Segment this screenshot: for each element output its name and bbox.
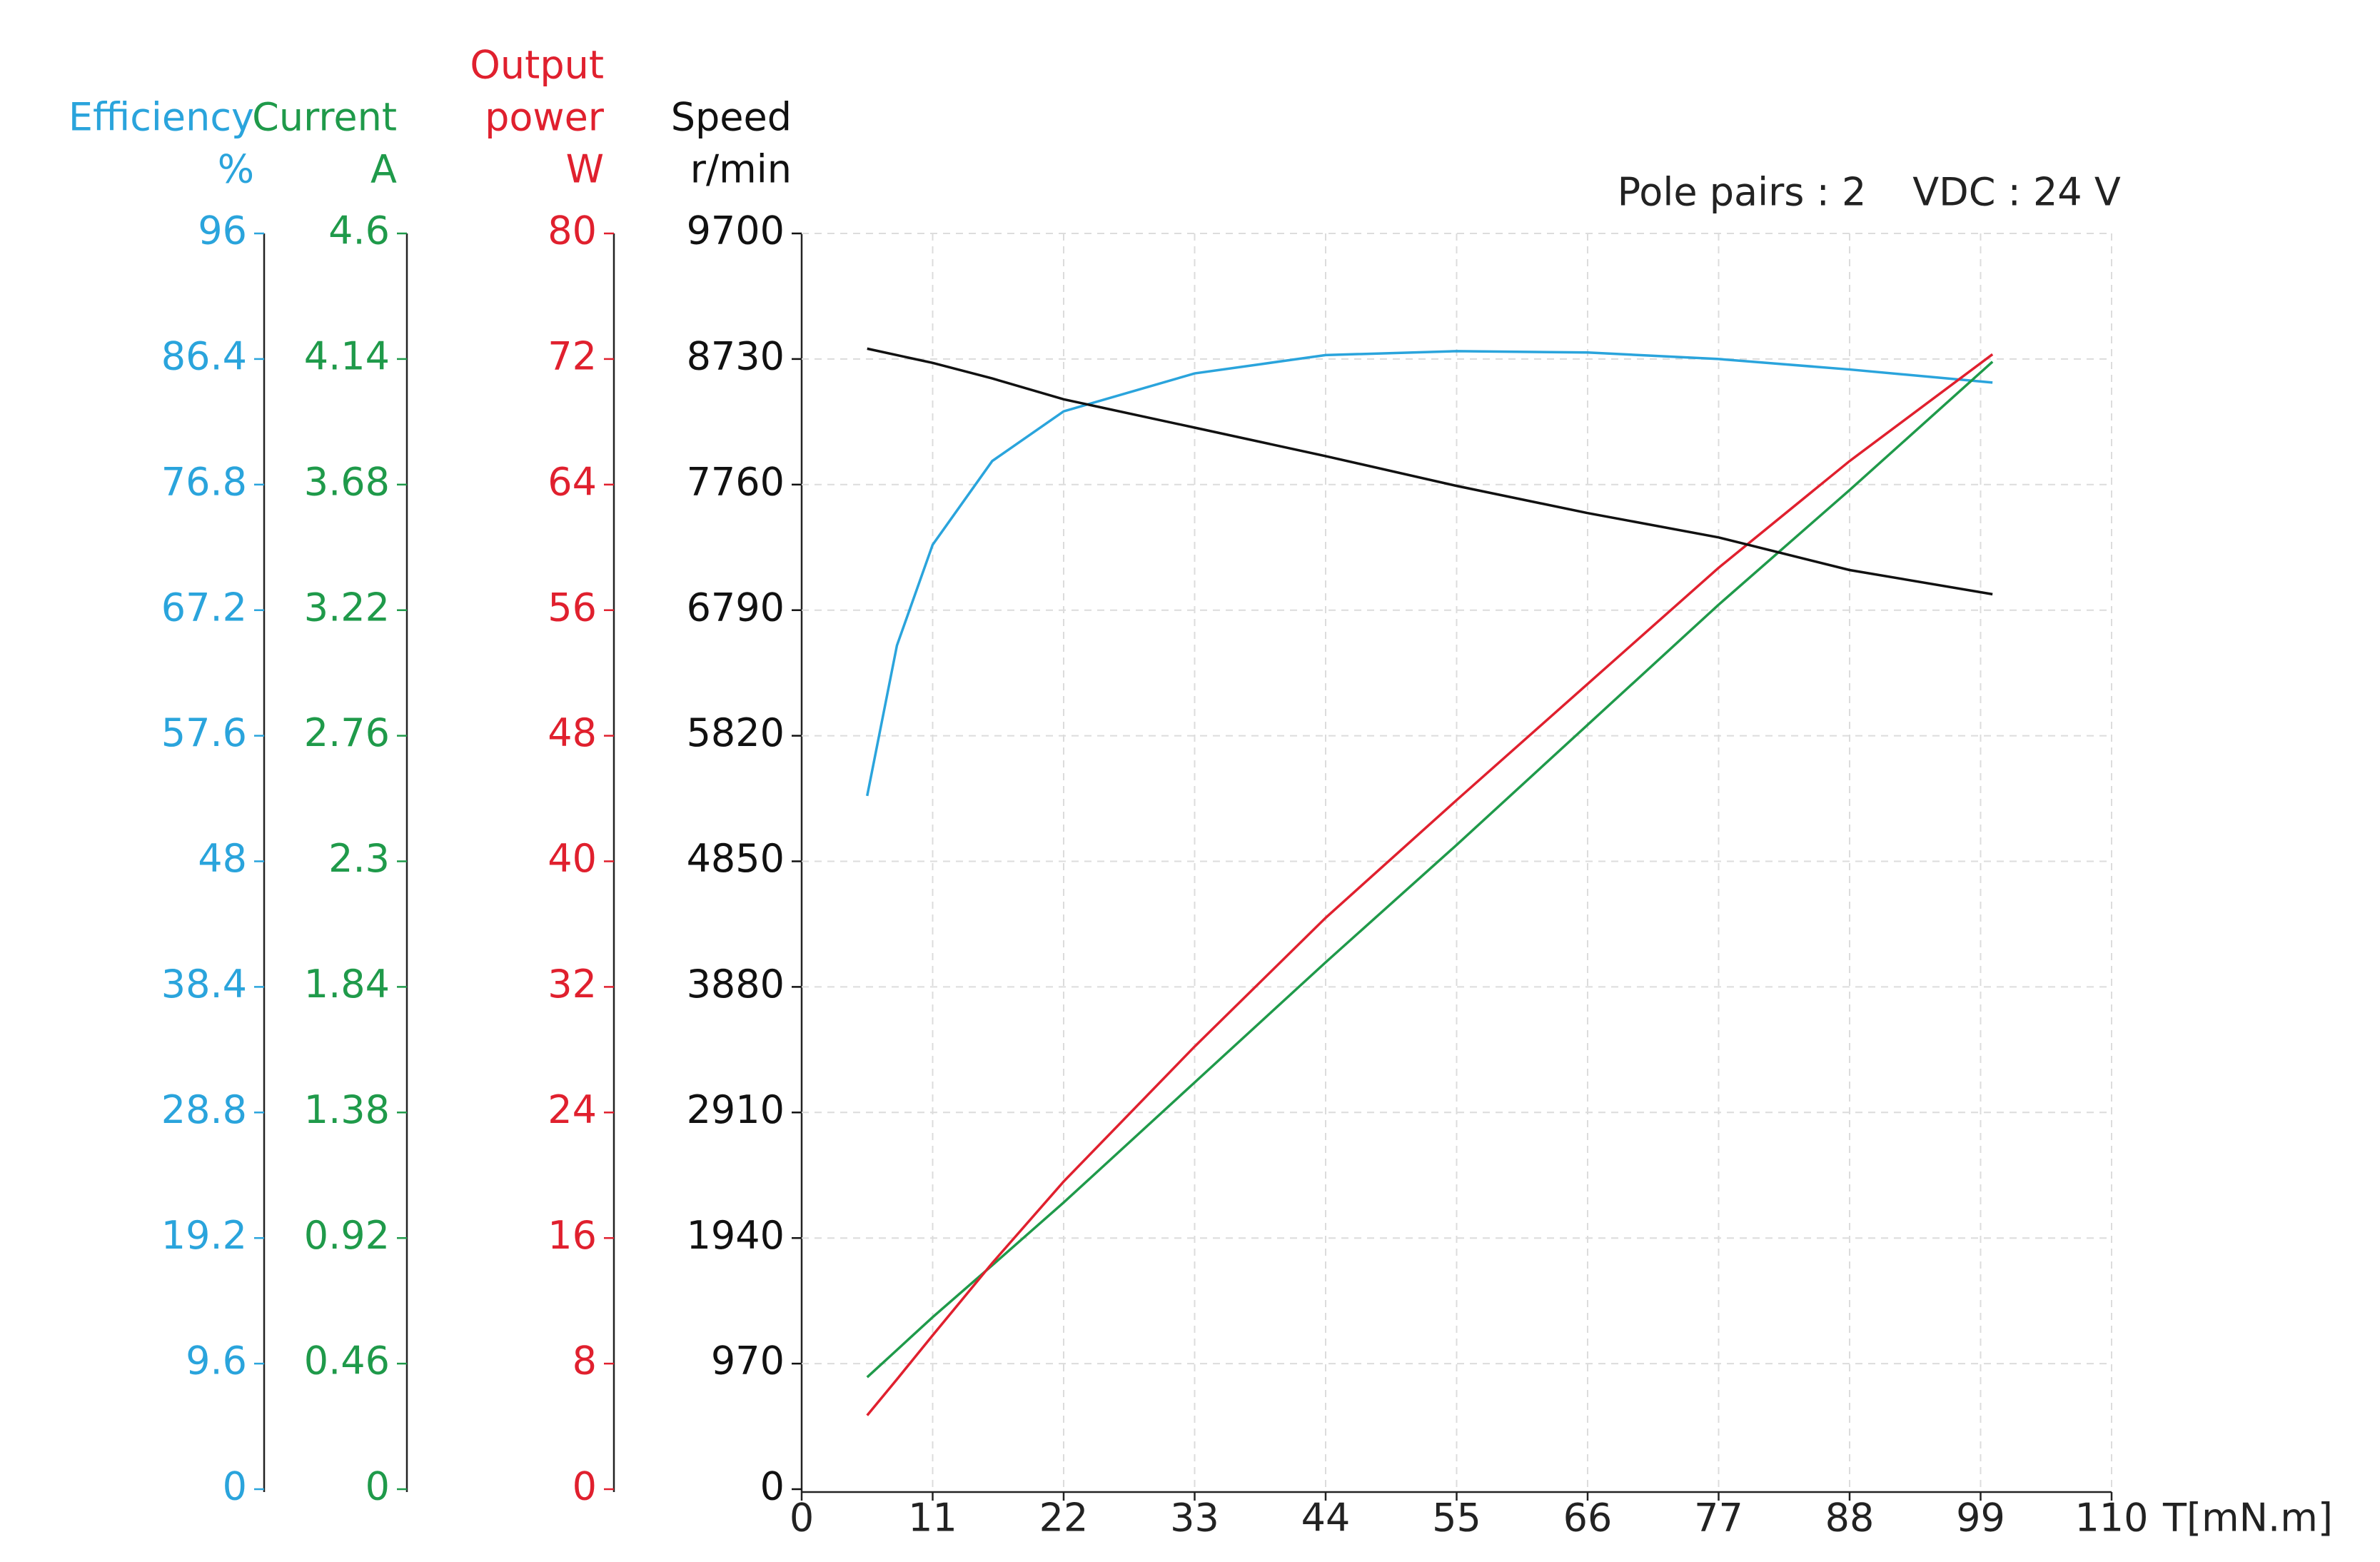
y-axis-unit: W	[566, 147, 604, 192]
x-tick-label: 33	[1170, 1496, 1219, 1541]
y-tick-label: 9700	[687, 208, 785, 253]
y-tick-label: 38.4	[161, 962, 247, 1007]
y-tick-label: 4.6	[328, 208, 390, 253]
y-tick-label: 1940	[687, 1213, 785, 1258]
y-axis-unit: r/min	[690, 147, 792, 192]
y-tick-label: 40	[548, 836, 597, 881]
y-tick-label: 0	[365, 1464, 390, 1509]
x-tick-label: 0	[790, 1496, 814, 1541]
y-axis-unit: %	[218, 147, 254, 192]
y-tick-label: 16	[548, 1213, 597, 1258]
x-tick-label: 110	[2074, 1496, 2148, 1541]
y-tick-label: 72	[548, 334, 597, 379]
y-tick-label: 96	[198, 208, 247, 253]
y-axis-label: power	[485, 95, 605, 140]
y-tick-label: 24	[548, 1087, 597, 1132]
y-tick-label: 9.6	[186, 1339, 247, 1384]
y-tick-label: 3.22	[304, 585, 390, 630]
y-tick-label: 0.92	[304, 1213, 390, 1258]
y-axis-label: Efficiency	[69, 95, 254, 140]
y-tick-label: 0	[223, 1464, 247, 1509]
y-tick-label: 19.2	[161, 1213, 247, 1258]
annotation: Pole pairs : 2	[1618, 170, 1867, 215]
y-tick-label: 1.38	[304, 1087, 390, 1132]
x-tick-label: 11	[908, 1496, 957, 1541]
y-tick-label: 3.68	[304, 459, 390, 504]
x-tick-label: 44	[1301, 1496, 1351, 1541]
y-tick-label: 1.84	[304, 962, 390, 1007]
y-tick-label: 0	[573, 1464, 597, 1509]
y-tick-label: 48	[198, 836, 247, 881]
y-tick-label: 56	[548, 585, 597, 630]
annotation: VDC : 24 V	[1912, 170, 2121, 215]
y-tick-label: 8730	[687, 334, 785, 379]
y-tick-label: 28.8	[161, 1087, 247, 1132]
y-tick-label: 80	[548, 208, 597, 253]
series-line	[866, 353, 1994, 1416]
x-tick-label: 99	[1956, 1496, 2005, 1541]
y-tick-label: 2.76	[304, 710, 390, 755]
y-tick-label: 2.3	[328, 836, 390, 881]
y-tick-label: 7760	[687, 459, 785, 504]
y-axis-unit: A	[370, 147, 397, 192]
y-tick-label: 76.8	[161, 459, 247, 504]
y-tick-label: 2910	[687, 1087, 785, 1132]
y-tick-label: 48	[548, 710, 597, 755]
y-tick-label: 0	[760, 1464, 785, 1509]
y-tick-label: 4.14	[304, 334, 390, 379]
x-tick-label: 88	[1825, 1496, 1875, 1541]
x-tick-label: 22	[1039, 1496, 1089, 1541]
series-line	[867, 347, 1993, 596]
y-tick-label: 32	[548, 962, 597, 1007]
y-tick-label: 4850	[687, 836, 785, 881]
y-tick-label: 970	[711, 1339, 785, 1384]
y-tick-label: 3880	[687, 962, 785, 1007]
y-tick-label: 67.2	[161, 585, 247, 630]
series-line	[866, 361, 1994, 1379]
y-tick-label: 8	[573, 1339, 597, 1384]
y-tick-label: 0.46	[304, 1339, 390, 1384]
x-axis-label: T[mN.m]	[2162, 1496, 2333, 1541]
x-tick-label: 77	[1694, 1496, 1743, 1541]
x-tick-label: 55	[1432, 1496, 1481, 1541]
y-tick-label: 57.6	[161, 710, 247, 755]
y-tick-label: 86.4	[161, 334, 247, 379]
y-axis-label: Current	[252, 95, 397, 140]
y-tick-label: 6790	[687, 585, 785, 630]
series-line	[866, 350, 1993, 797]
y-axis-label: Speed	[671, 95, 792, 140]
y-tick-label: 64	[548, 459, 597, 504]
x-tick-label: 66	[1563, 1496, 1613, 1541]
y-tick-label: 5820	[687, 710, 785, 755]
y-axis-label: Output	[470, 43, 604, 88]
